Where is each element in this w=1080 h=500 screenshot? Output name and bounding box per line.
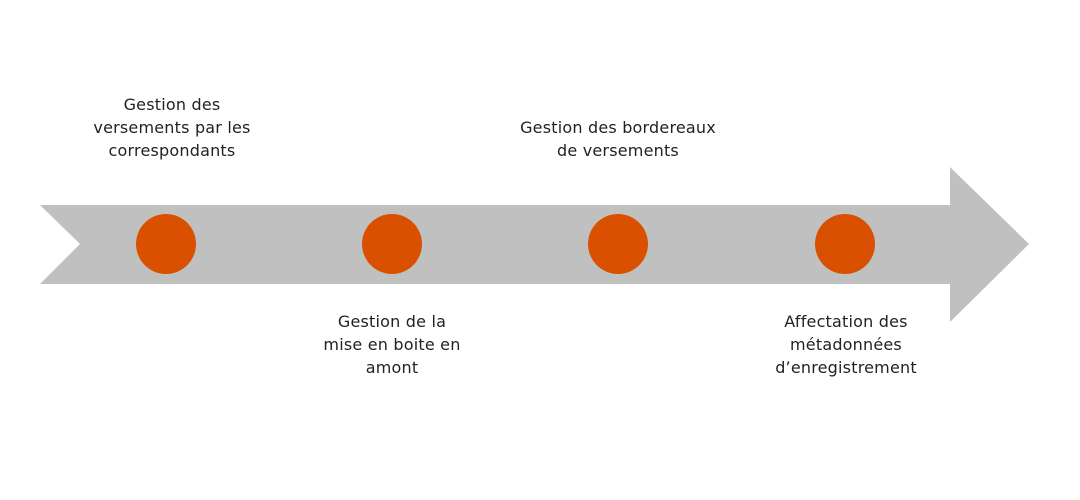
milestone-dot-4	[815, 214, 875, 274]
milestone-dot-3	[588, 214, 648, 274]
milestone-dot-1	[136, 214, 196, 274]
step-label-line: amont	[365, 358, 419, 377]
step-label-2: Gestion de la mise en boite en amont	[282, 310, 502, 379]
step-label-line: correspondants	[108, 141, 236, 160]
timeline-arrow	[40, 167, 1029, 322]
step-label-line: Gestion de la	[337, 312, 447, 331]
step-label-line: mise en boite en	[323, 335, 461, 354]
milestone-dot-2	[362, 214, 422, 274]
step-label-line: versements par les	[93, 118, 251, 137]
step-label-line: Gestion des bordereaux	[520, 118, 716, 137]
step-label-line: de versements	[557, 141, 679, 160]
step-label-3: Gestion des bordereaux de versements	[508, 116, 728, 162]
step-label-line: Gestion des	[123, 95, 221, 114]
step-label-line: d’enregistrement	[775, 358, 917, 377]
step-label-4: Affectation des métadonnées d’enregistre…	[736, 310, 956, 379]
step-label-1: Gestion des versements par les correspon…	[62, 93, 282, 162]
step-label-line: métadonnées	[790, 335, 902, 354]
step-label-line: Affectation des	[784, 312, 908, 331]
